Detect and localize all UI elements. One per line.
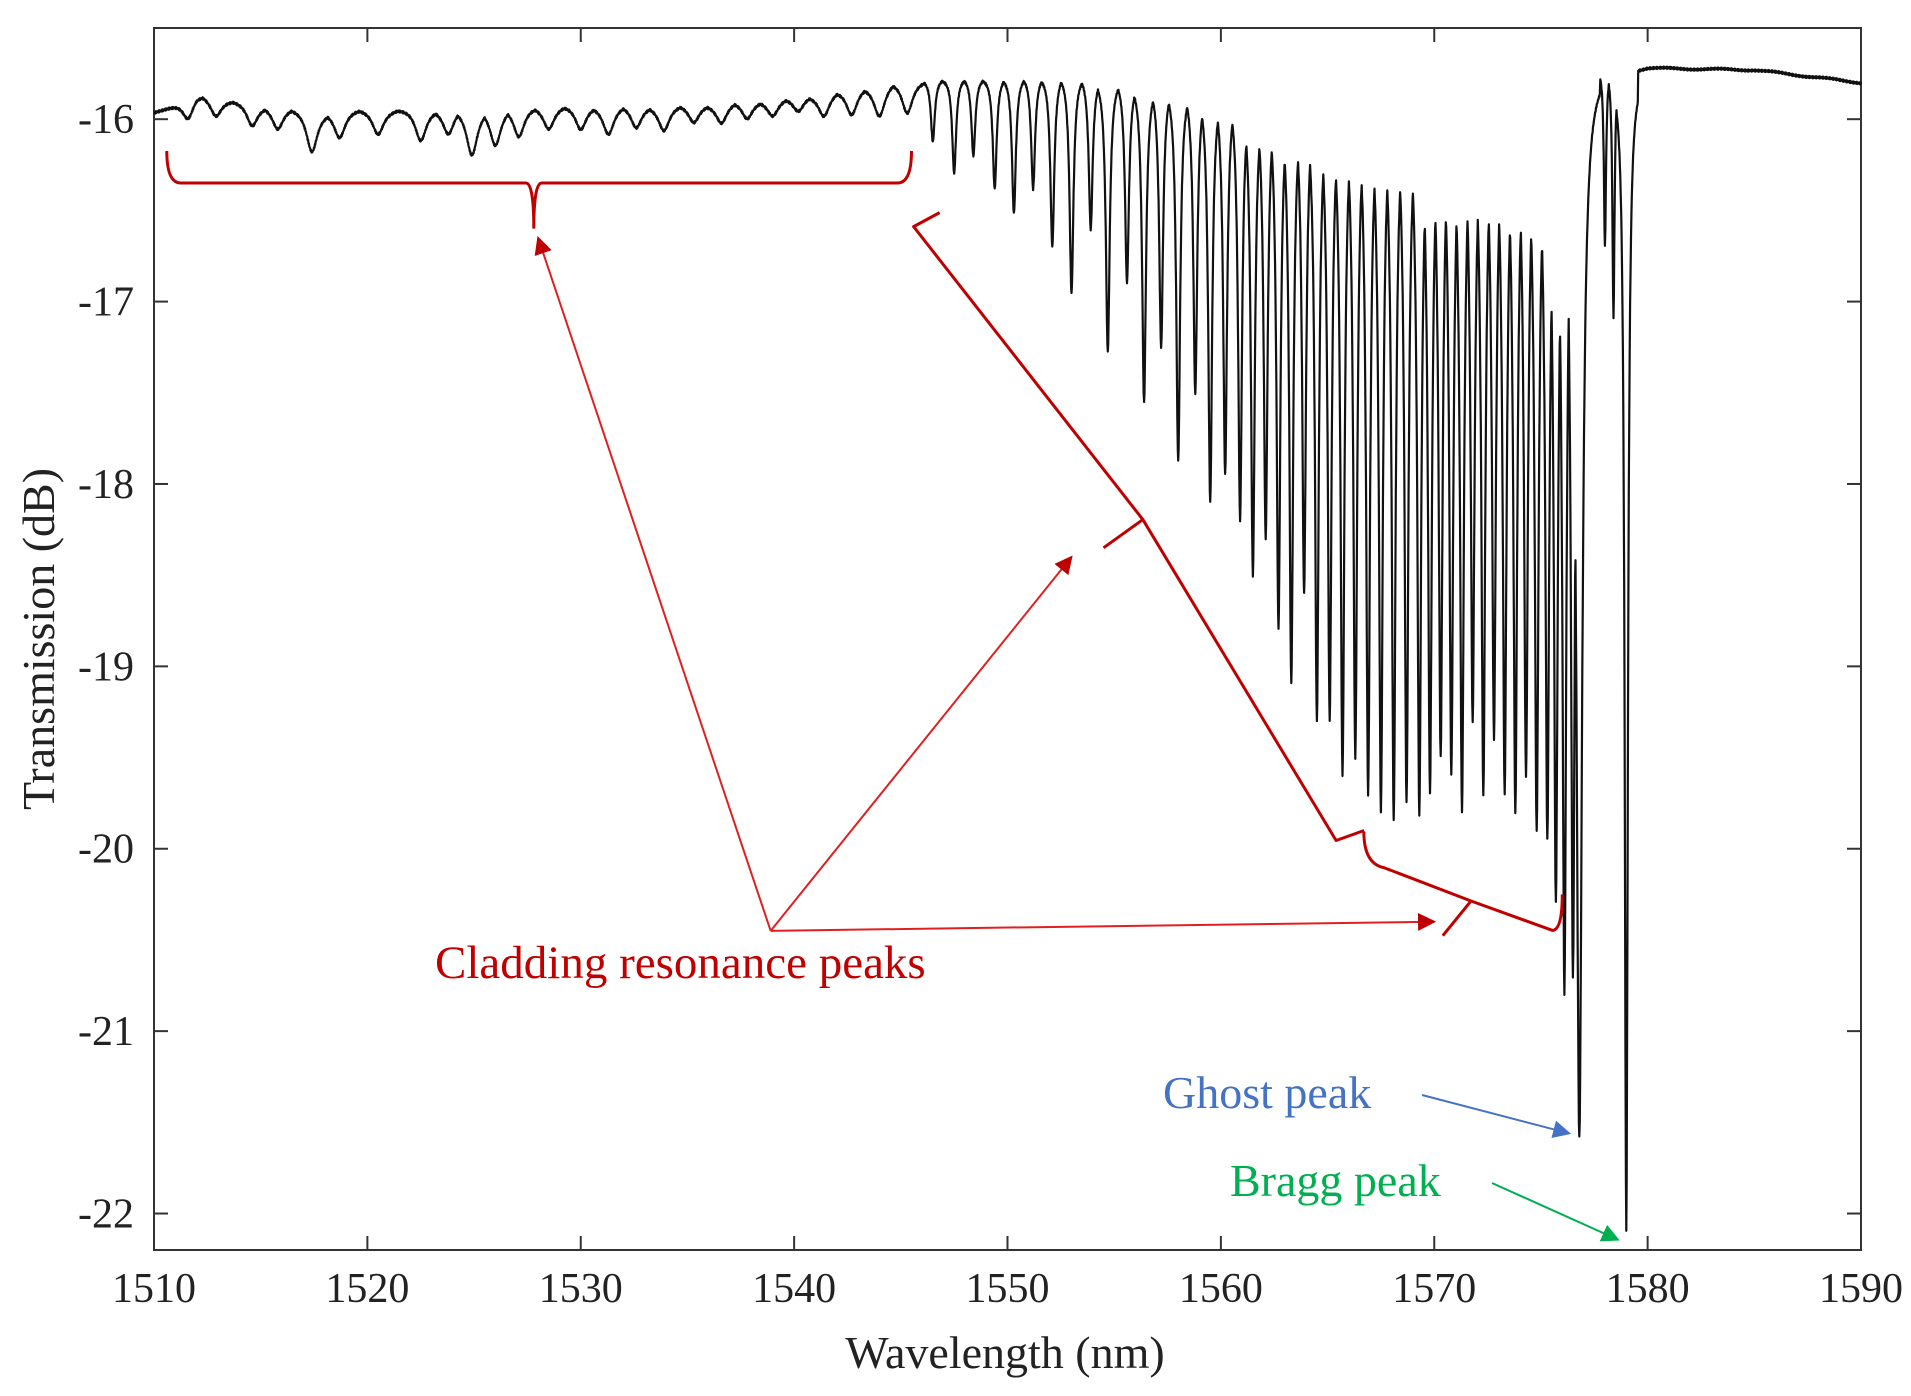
- ghost-peak-label: Ghost peak: [1163, 1067, 1371, 1118]
- y-tick-label: -18: [78, 462, 134, 508]
- y-tick-label: -21: [78, 1009, 134, 1055]
- x-tick-label: 1550: [966, 1266, 1050, 1312]
- cladding-arrow-2: [769, 555, 1073, 932]
- bragg-peak-label: Bragg peak: [1230, 1155, 1441, 1206]
- cladding-arrow-1: [534, 236, 772, 932]
- x-tick-label: 1530: [539, 1266, 623, 1312]
- cladding-arrow-3: [770, 912, 1437, 932]
- x-tick-label: 1560: [1179, 1266, 1263, 1312]
- x-tick-label: 1540: [752, 1266, 836, 1312]
- y-axis-title: Transmission (dB): [13, 468, 64, 810]
- bracket-mid-order-modes: [912, 211, 1365, 843]
- axis-tick-labels: 1510 1520 1530 1540 1550 1560 1570 1580 1590 -16 -…: [78, 97, 1903, 1312]
- x-tick-label: 1580: [1606, 1266, 1690, 1312]
- annotation-overlay: [165, 151, 1620, 1242]
- axis-ticks: [153, 28, 1862, 1250]
- x-axis-title: Wavelength (nm): [845, 1327, 1164, 1378]
- bragg-peak-arrow: [1491, 1182, 1620, 1242]
- x-tick-label: 1520: [325, 1266, 409, 1312]
- x-tick-label: 1510: [112, 1266, 196, 1312]
- y-tick-label: -16: [78, 97, 134, 143]
- bracket-low-order-modes: [165, 151, 913, 229]
- y-tick-label: -20: [78, 827, 134, 873]
- cladding-resonance-label: Cladding resonance peaks: [435, 937, 926, 989]
- transmission-series-line: [153, 65, 1863, 1232]
- bracket-high-order-modes: [1362, 831, 1564, 937]
- x-tick-label: 1590: [1819, 1266, 1903, 1312]
- y-tick-label: -19: [78, 644, 134, 690]
- y-tick-label: -17: [78, 280, 134, 326]
- x-tick-label: 1570: [1392, 1266, 1476, 1312]
- ghost-peak-arrow: [1421, 1094, 1572, 1139]
- y-tick-label: -22: [78, 1192, 134, 1238]
